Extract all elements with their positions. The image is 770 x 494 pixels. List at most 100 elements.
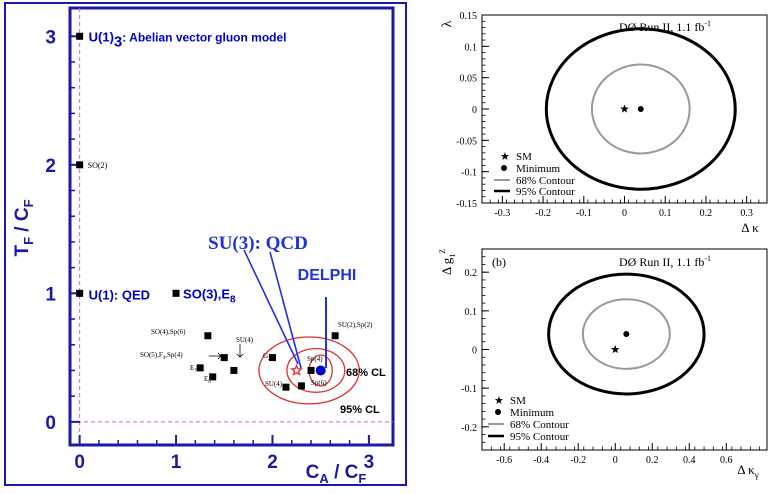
group-point-5 (196, 364, 204, 372)
contour-68-ellipse (581, 298, 671, 370)
guide-lines (70, 8, 393, 445)
so4-sp6-label: SO(4),Sp(6) (151, 328, 186, 336)
su3-star-marker (290, 363, 304, 376)
x-tick-label: 0.3 (740, 208, 753, 219)
x-tick-label: 0.2 (700, 208, 713, 219)
su4-label: SU(4) (236, 336, 254, 344)
cl68-label: 68% CL (346, 367, 386, 379)
sm-star-marker (620, 104, 629, 113)
contour-95-ellipse (544, 27, 737, 191)
group-point-9 (268, 354, 276, 362)
rt-ticks (481, 14, 768, 204)
x-tick-label: 0.2 (646, 455, 659, 466)
abelian-model-label: U(1)3: Abelian vector gluon model (89, 29, 287, 50)
group-labels: U(1)3: Abelian vector gluon model SO(2) U(… (88, 29, 373, 388)
su2-sp2-label: SU(2),Sp(2) (338, 321, 373, 329)
y-tick-label: 0.2 (465, 268, 478, 279)
y-tick-label: -0.2 (461, 423, 477, 434)
so3-e8-label: SO(3),E8 (183, 286, 236, 305)
x-tick-label: 3 (364, 452, 375, 473)
y-tick-label: -0.15 (456, 199, 477, 210)
tick-labels: 0 1 2 3 0 1 2 3 (45, 27, 374, 473)
x-tick-label: -0.1 (576, 208, 592, 219)
g2-label: G2 (263, 352, 271, 362)
x-tick-label: 1 (171, 452, 182, 473)
group-point-13 (331, 332, 339, 340)
su4-b-label: SU(4) (265, 380, 283, 388)
e6-label: E6 (204, 375, 211, 385)
group-point-2 (76, 289, 84, 297)
group-point-12 (282, 383, 290, 391)
x-tick-label: -0.2 (535, 208, 551, 219)
y-tick-label: 3 (45, 27, 56, 48)
cl95-label: 95% CL (340, 404, 380, 416)
contour-68-ellipse (590, 63, 691, 155)
rb-title: DØ Run II, 1.1 fb-1 (619, 254, 711, 269)
y-tick-label: 2 (45, 156, 56, 177)
y-tick-label: 0 (45, 413, 56, 434)
rb-legend: ★ SM Minimum 68% Contour 95% Contour (488, 395, 569, 443)
legend-sm-marker: ★ (500, 151, 510, 163)
y-tick-label: 0.1 (465, 42, 478, 53)
x-tick-label: -0.6 (496, 455, 512, 466)
group-point-1 (76, 161, 84, 169)
y-tick-label: 0.1 (465, 307, 478, 318)
so2-label: SO(2) (88, 161, 108, 170)
cl-contour-2 (258, 336, 360, 405)
group-point-8 (230, 366, 238, 374)
rt-y-axis-title: λ (440, 20, 455, 27)
x-tick-label: -0.3 (494, 208, 510, 219)
y-tick-label: 0 (472, 105, 477, 116)
x-tick-label: 0 (622, 208, 627, 219)
rb-x-axis-title: Δ κγ (737, 462, 758, 480)
x-tick-label: 2 (267, 452, 278, 473)
legend-minimum-label: Minimum (516, 163, 560, 175)
rb-markers (610, 331, 630, 354)
minimum-marker (637, 106, 644, 112)
rt-contours (544, 27, 737, 191)
rb-tick-labels: -0.6 -0.4 -0.2 0 0.2 0.4 0.6 -0.2 -0.1 0 0.1 0.2 (461, 268, 732, 466)
y-tick-label: 1 (45, 284, 56, 305)
minimum-marker (623, 331, 630, 338)
delphi-label: DELPHI (298, 267, 357, 284)
so5-f4-sp4-label: SO(5),F4,Sp(4) (140, 351, 183, 361)
lambda-vs-dkappa-chart: -0.3 -0.2 -0.1 0 0.1 0.2 0.3 -0.15 -0.1 -0.05 0 0.0… (440, 11, 768, 235)
rt-legend: ★ SM Minimum 68% Contour 95% Contour (494, 151, 575, 198)
x-tick-label: 0 (613, 455, 618, 466)
group-label: U(1): QED (89, 287, 150, 302)
arrow-to-e6-icon (209, 352, 222, 360)
y-tick-label: 0.15 (460, 11, 478, 22)
group-point-0 (76, 32, 84, 40)
x-tick-label: 0.1 (659, 208, 672, 219)
legend-68-label: 68% Contour (510, 419, 569, 431)
group-point-6 (209, 373, 217, 381)
legend-sm-label: SM (510, 395, 526, 407)
x-tick-label: 0.6 (720, 455, 733, 466)
group-point-3 (172, 289, 180, 297)
y-tick-label: -0.1 (461, 384, 477, 395)
arrow-to-su4-icon (236, 344, 244, 358)
su3-leader-line (243, 249, 299, 365)
y-tick-label: -0.05 (456, 136, 477, 147)
rt-title: DØ Run II, 1.1 fb-1 (619, 19, 711, 34)
legend-95-label: 95% Contour (516, 186, 575, 198)
left-outer-frame (4, 2, 407, 486)
x-tick-label: -0.4 (533, 455, 549, 466)
legend-sm-label: SM (516, 151, 532, 163)
rt-x-axis-title: Δ κ (741, 220, 759, 235)
cl-contour-1 (286, 347, 346, 393)
annotation-arrows (243, 249, 327, 369)
group-points (76, 32, 339, 391)
y-tick-label: 0 (472, 346, 477, 357)
sp6-label: Sp(6) (311, 379, 327, 387)
rb-ticks (481, 248, 760, 451)
su3-leader-line-2 (269, 251, 302, 369)
x-tick-label: 0.4 (683, 455, 696, 466)
left-plot-frame (68, 6, 395, 447)
rb-y-axis-title: Δ g1Z (438, 249, 457, 275)
su3-label: SU(3): QCD (208, 233, 308, 254)
contour-95-ellipse (547, 272, 706, 396)
sm-star-marker (610, 345, 620, 354)
sp4-label: Sp(4) (307, 355, 323, 363)
dg1z-vs-dkappagamma-chart: -0.6 -0.4 -0.2 0 0.2 0.4 0.6 -0.2 -0.1 0 0.1 0.2 (b… (438, 248, 768, 480)
